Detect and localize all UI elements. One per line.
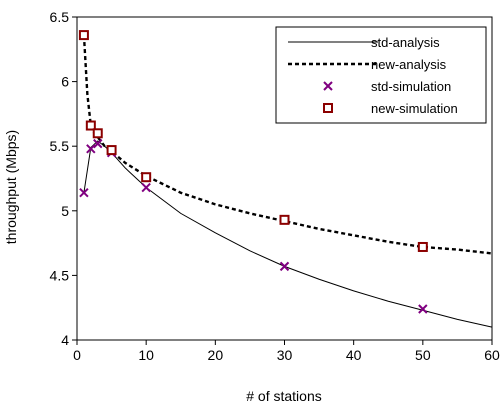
legend-label-new-simulation: new-simulation <box>371 101 458 116</box>
point-stroke <box>279 261 290 272</box>
std-simulation-point <box>418 304 428 314</box>
legend-symbol-new-simulation <box>323 103 333 113</box>
y-tick-label: 5 <box>61 203 69 219</box>
legend: std-analysis new-analysis std-simulation ne… <box>275 26 487 124</box>
std-simulation-point <box>86 144 96 154</box>
x-tick-label: 40 <box>346 347 362 363</box>
y-tick-label: 6.5 <box>50 9 70 25</box>
legend-label-std-analysis: std-analysis <box>371 35 440 50</box>
point-stroke <box>323 81 333 91</box>
new-simulation-point <box>92 128 103 139</box>
x-tick-label: 30 <box>277 347 293 363</box>
y-tick-label: 5.5 <box>50 138 70 154</box>
x-tick-label: 20 <box>208 347 224 363</box>
legend-symbol-std-simulation <box>323 81 333 91</box>
axes: 0 10 20 30 40 50 60 4 4.5 5 5.5 6 6.5 <box>50 9 500 363</box>
legend-label-std-simulation: std-simulation <box>371 79 451 94</box>
x-tick-label: 60 <box>484 347 500 363</box>
std-simulation-point <box>141 182 151 193</box>
point-stroke <box>79 188 89 198</box>
std-analysis-line <box>83 140 493 328</box>
new-simulation-point <box>85 120 96 131</box>
std-simulation-point <box>279 261 290 272</box>
legend-label-new-analysis: new-analysis <box>371 57 447 72</box>
y-tick-label: 4 <box>61 332 69 348</box>
new-simulation-point <box>279 214 290 225</box>
legend-box <box>275 26 487 124</box>
std-simulation-point <box>79 188 89 198</box>
std-simulation-point <box>93 138 103 149</box>
x-tick-label: 0 <box>73 347 81 363</box>
y-tick-label: 6 <box>61 74 69 90</box>
point-stroke <box>86 144 96 154</box>
x-axis-title: # of stations <box>246 388 322 404</box>
x-tick-label: 10 <box>138 347 154 363</box>
point-stroke <box>418 304 428 314</box>
new-simulation-point <box>417 241 428 252</box>
series-layer <box>78 30 493 328</box>
y-axis-title: throughput (Mbps) <box>3 130 19 244</box>
point-stroke <box>93 138 103 149</box>
point-stroke <box>141 182 151 193</box>
new-simulation-point <box>141 172 152 183</box>
x-tick-label: 50 <box>415 347 431 363</box>
new-simulation-point <box>106 145 117 156</box>
new-simulation-point <box>78 30 89 41</box>
y-tick-label: 4.5 <box>50 267 70 283</box>
